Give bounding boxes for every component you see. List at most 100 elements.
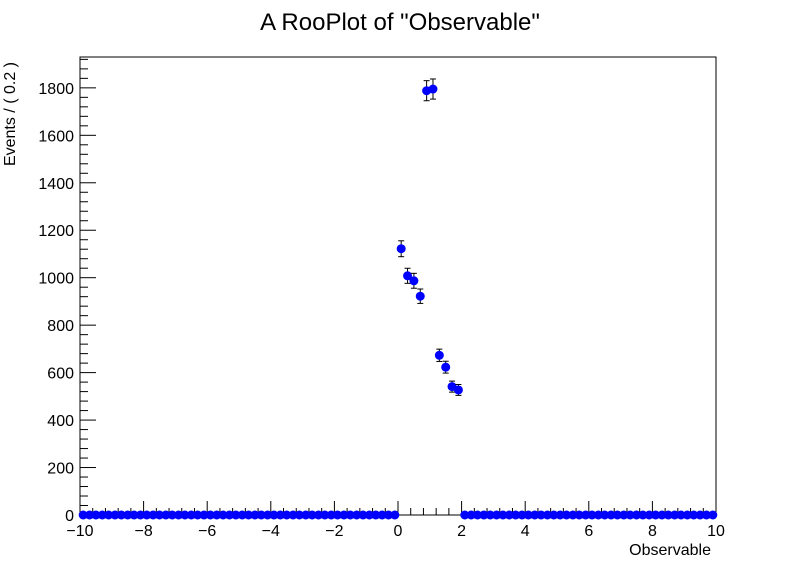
- data-point: [574, 510, 584, 520]
- data-point: [199, 510, 209, 520]
- data-point: [644, 510, 654, 520]
- x-axis-label: Observable: [629, 542, 711, 559]
- data-point: [237, 510, 247, 520]
- data-points: [78, 78, 718, 520]
- data-point: [218, 510, 228, 520]
- data-point: [307, 510, 317, 520]
- data-point: [345, 510, 355, 520]
- data-point: [205, 510, 215, 520]
- data-point: [498, 510, 508, 520]
- data-point: [403, 271, 413, 281]
- data-point: [224, 510, 234, 520]
- data-point: [562, 510, 572, 520]
- x-tick-label: 2: [457, 523, 466, 540]
- data-point: [85, 510, 95, 520]
- data-point: [485, 510, 495, 520]
- data-point: [135, 510, 145, 520]
- data-point: [517, 510, 527, 520]
- axis-ticks: [79, 58, 717, 516]
- data-point: [568, 510, 578, 520]
- data-point: [555, 510, 565, 520]
- y-tick-label: 1600: [38, 128, 74, 145]
- y-tick-label: 800: [47, 318, 74, 335]
- data-point: [695, 510, 705, 520]
- x-tick-label: −4: [262, 523, 280, 540]
- data-point: [638, 510, 648, 520]
- data-point: [174, 510, 184, 520]
- data-point: [148, 510, 158, 520]
- y-tick-label: 600: [47, 366, 74, 383]
- x-tick-label: −8: [134, 523, 152, 540]
- data-point: [123, 510, 133, 520]
- y-axis-label: Events / ( 0.2 ): [2, 62, 19, 166]
- x-tick-label: 8: [648, 523, 657, 540]
- data-point: [275, 510, 285, 520]
- data-point: [193, 510, 203, 520]
- data-point: [663, 510, 673, 520]
- data-point: [250, 510, 260, 520]
- x-tick-label: −6: [198, 523, 216, 540]
- data-point: [282, 510, 292, 520]
- data-point: [492, 510, 502, 520]
- data-point: [415, 291, 425, 301]
- x-tick-label: 10: [707, 523, 725, 540]
- data-point: [536, 510, 546, 520]
- x-tick-label: −2: [325, 523, 343, 540]
- data-point: [180, 510, 190, 520]
- data-point: [511, 510, 521, 520]
- data-point: [708, 510, 718, 520]
- x-tick-label: 6: [584, 523, 593, 540]
- data-point: [352, 510, 362, 520]
- data-point: [396, 244, 406, 254]
- y-tick-label: 1000: [38, 271, 74, 288]
- data-point: [116, 510, 126, 520]
- data-point: [441, 362, 451, 372]
- data-point: [231, 510, 241, 520]
- data-point: [676, 510, 686, 520]
- data-point: [473, 510, 482, 520]
- data-point: [542, 510, 552, 520]
- data-point: [269, 510, 279, 520]
- data-point: [549, 510, 559, 520]
- data-point: [625, 510, 635, 520]
- data-point: [263, 510, 273, 520]
- data-point: [453, 385, 463, 395]
- data-point: [212, 510, 222, 520]
- data-point: [167, 510, 177, 520]
- data-point: [142, 510, 152, 520]
- data-point: [409, 276, 419, 286]
- plot-frame: [79, 56, 717, 516]
- data-point: [390, 510, 400, 520]
- data-point: [161, 510, 171, 520]
- y-tick-label: 400: [47, 413, 74, 430]
- x-tick-label: 0: [394, 523, 403, 540]
- data-point: [314, 510, 323, 520]
- data-point: [91, 510, 101, 520]
- axis-tick-labels: −10 −8 −6 −4 −2 0 2 4 6 8 10 0 200 400 600 800 1000 1200 1…: [38, 81, 725, 540]
- data-point: [657, 510, 667, 520]
- data-point: [632, 510, 641, 520]
- data-point: [288, 510, 298, 520]
- data-point: [619, 510, 629, 520]
- data-point: [479, 510, 489, 520]
- data-point: [504, 510, 514, 520]
- data-point: [371, 510, 381, 520]
- data-point: [364, 510, 374, 520]
- data-point: [701, 510, 711, 520]
- data-point: [612, 510, 622, 520]
- data-point: [97, 510, 107, 520]
- x-tick-label: −10: [66, 523, 93, 540]
- data-point: [78, 510, 88, 520]
- y-tick-label: 1800: [38, 81, 74, 98]
- data-point: [600, 510, 610, 520]
- data-point: [530, 510, 540, 520]
- data-point: [333, 510, 343, 520]
- data-point: [186, 510, 196, 520]
- y-tick-label: 1200: [38, 223, 74, 240]
- data-point: [326, 510, 336, 520]
- data-point: [358, 510, 368, 520]
- data-point: [244, 510, 254, 520]
- data-point: [593, 510, 603, 520]
- y-tick-label: 200: [47, 461, 74, 478]
